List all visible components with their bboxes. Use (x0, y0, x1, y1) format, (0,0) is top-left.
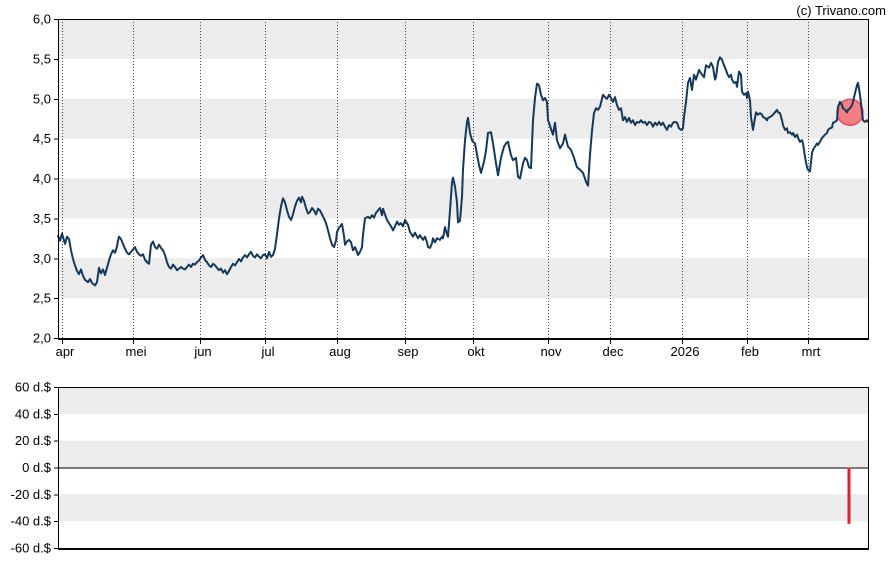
y-axis-tick-label: 5,5 (33, 51, 51, 66)
alternating-band (58, 440, 868, 468)
y-axis-tick-label: -40 d.$ (11, 514, 52, 529)
y-axis-tick-label: 40 d.$ (15, 406, 52, 421)
x-axis-tick-label: nov (541, 344, 562, 359)
x-axis-tick-label: feb (741, 344, 759, 359)
price-line (57, 56, 869, 287)
y-axis-tick-label: 3,0 (33, 251, 51, 266)
watermark: (c) Trivano.com (796, 3, 886, 18)
alternating-band (58, 98, 868, 139)
x-axis-tick-label: mrt (802, 344, 821, 359)
alternating-band (58, 494, 868, 522)
y-axis-tick-label: 0 d.$ (22, 460, 52, 475)
x-axis-tick-label: aug (329, 344, 351, 359)
y-axis-tick-label: 60 d.$ (15, 380, 52, 395)
y-axis-tick-label: 20 d.$ (15, 433, 52, 448)
alternating-band (58, 19, 868, 59)
y-axis-tick-label: 3,5 (33, 211, 51, 226)
x-axis-tick-label: sep (398, 344, 419, 359)
alternating-band (58, 387, 868, 414)
x-axis-tick-label: jun (193, 344, 211, 359)
y-axis-tick-label: 6,0 (33, 12, 51, 27)
y-axis-tick-label: 5,0 (33, 91, 51, 106)
y-axis-tick-label: -20 d.$ (11, 487, 52, 502)
x-axis-tick-label: 2026 (671, 344, 700, 359)
x-axis-tick-label: apr (56, 344, 75, 359)
alternating-band (58, 258, 868, 299)
y-axis-tick-label: 4,0 (33, 171, 51, 186)
y-axis-tick-label: 4,5 (33, 131, 51, 146)
x-axis-tick-label: mei (126, 344, 147, 359)
y-axis-tick-label: 2,5 (33, 291, 51, 306)
y-axis-tick-label: -60 d.$ (11, 541, 52, 556)
dividend-bar (847, 467, 851, 524)
x-axis-tick-label: jul (260, 344, 274, 359)
x-axis-tick-label: okt (467, 344, 485, 359)
x-axis-tick-label: dec (603, 344, 624, 359)
y-axis-tick-label: 2,0 (33, 331, 51, 346)
